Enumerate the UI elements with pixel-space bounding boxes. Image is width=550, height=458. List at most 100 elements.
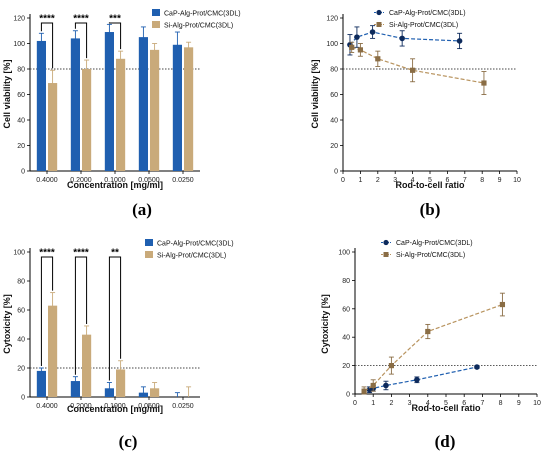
y-tick-label: 20: [330, 143, 338, 150]
y-tick-label: 60: [330, 92, 338, 99]
y-tick-label: 20: [342, 363, 350, 370]
y-tick-label: 60: [17, 92, 25, 99]
x-tick-label: 7: [463, 177, 467, 184]
y-axis-title: Cytoxicity [%]: [2, 294, 12, 354]
y-tick-label: 80: [17, 279, 25, 286]
y-tick-label: 120: [13, 16, 25, 23]
x-axis-title: Rod-to-cell ratio: [412, 403, 482, 413]
significance-label: ***: [109, 14, 121, 25]
bar-sialg-2: [116, 58, 126, 171]
legend-marker-sialg: [376, 22, 382, 27]
x-tick-label: 6: [462, 400, 466, 407]
y-axis-title: Cell viability [%]: [310, 59, 320, 128]
x-tick-label: 0.2000: [70, 177, 92, 184]
significance-label: ****: [73, 248, 89, 259]
bar-capalg-1: [70, 381, 80, 397]
x-axis-title: Concentration [mg/ml]: [67, 404, 163, 414]
y-tick-label: 20: [17, 143, 25, 150]
legend-label-capalg: CaP-Alg-Prot/CMC(3DL): [396, 240, 473, 247]
y-tick-label: 60: [342, 306, 350, 313]
point-capalg-3: [414, 377, 420, 383]
series-line-sialg: [351, 46, 485, 84]
point-capalg-1: [354, 34, 360, 40]
x-tick-label: 1: [371, 400, 375, 407]
x-tick-label: 7: [480, 400, 484, 407]
x-tick-label: 3: [408, 400, 412, 407]
y-tick-label: 40: [17, 118, 25, 125]
y-tick-label: 100: [13, 41, 25, 48]
point-sialg-4: [481, 80, 487, 86]
bar-capalg-0: [36, 370, 46, 397]
x-tick-label: 0.4000: [36, 403, 58, 410]
x-tick-label: 8: [480, 177, 484, 184]
bar-capalg-0: [36, 40, 46, 172]
legend-label-sialg: Si-Alg-Prot/CMC(3DL): [396, 252, 465, 259]
legend-marker-capalg: [376, 9, 382, 16]
y-tick-label: 100: [13, 250, 25, 257]
panel-label: (c): [119, 432, 138, 451]
x-tick-label: 0: [341, 177, 345, 184]
panel-b-cell-viability-line-chart: 0 20 40 60 80 100 120 0 1 2 3 4 5 6 7 8 9 10 CaP-Alg-Prot/…: [310, 9, 521, 219]
y-tick-label: 100: [326, 41, 338, 48]
y-axis-title: Cell viability [%]: [2, 59, 12, 128]
y-tick-label: 0: [21, 169, 25, 176]
bar-capalg-4: [172, 44, 182, 171]
x-axis-title: Rod-to-cell ratio: [396, 180, 466, 190]
x-tick-label: 0.0250: [172, 177, 194, 184]
y-tick-label: 20: [17, 366, 25, 373]
significance-label: ****: [39, 248, 55, 259]
panel-label: (a): [132, 200, 152, 219]
x-tick-label: 10: [533, 400, 541, 407]
significance-bracket: [74, 22, 88, 59]
y-tick-label: 100: [338, 250, 350, 257]
significance-label: **: [111, 248, 119, 259]
x-tick-label: 9: [517, 400, 521, 407]
significance-bracket: [108, 256, 122, 381]
bar-sialg-0: [48, 305, 58, 397]
panel-d-cytotoxicity-line-chart: 0 20 40 60 80 100 0 1 2 3 4 5 6 7 8 9 10 CaP-Alg-Prot/CMC…: [320, 239, 541, 451]
point-capalg-2: [383, 382, 389, 389]
point-sialg-1: [370, 382, 376, 389]
point-capalg-2: [369, 29, 376, 35]
significance-bracket: [40, 22, 54, 69]
legend-swatch-capalg: [145, 239, 153, 246]
bar-sialg-3: [150, 49, 160, 171]
legend-label-capalg: CaP-Alg-Prot/CMC(3DL): [389, 10, 466, 17]
x-tick-label: 3: [393, 177, 397, 184]
x-tick-label: 9: [498, 177, 502, 184]
y-tick-label: 40: [330, 118, 338, 125]
x-tick-label: 6: [445, 177, 449, 184]
point-capalg-4: [456, 38, 463, 44]
legend-swatch-sialg: [145, 251, 153, 258]
x-tick-label: 0.4000: [36, 177, 58, 184]
bar-capalg-2: [104, 32, 114, 172]
significance-bracket: [74, 256, 88, 375]
x-tick-label: 2: [389, 400, 393, 407]
bar-sialg-1: [82, 69, 92, 171]
x-tick-label: 0.0500: [138, 403, 160, 410]
legend-label-sialg: Si-Alg-Prot/CMC(3DL): [164, 23, 233, 30]
x-tick-label: 0.0500: [138, 177, 160, 184]
point-sialg-2: [375, 56, 381, 62]
bar-sialg-1: [82, 334, 92, 397]
point-capalg-3: [399, 35, 405, 42]
legend-swatch-sialg: [152, 21, 160, 28]
x-tick-label: 8: [499, 400, 503, 407]
y-axis-title: Cytoxicity [%]: [320, 294, 330, 354]
x-tick-label: 5: [428, 177, 432, 184]
x-tick-label: 1: [358, 177, 362, 184]
point-sialg-3: [425, 328, 431, 335]
legend-label-capalg: CaP-Alg-Prot/CMC(3DL): [157, 241, 234, 248]
x-tick-label: 4: [426, 400, 430, 407]
point-sialg-0: [361, 388, 367, 394]
panel-label: (d): [435, 432, 456, 451]
significance-label: ****: [39, 14, 55, 25]
y-tick-label: 80: [330, 67, 338, 74]
bar-sialg-4: [184, 47, 194, 172]
bar-sialg-0: [48, 83, 58, 171]
x-tick-label: 2: [376, 177, 380, 184]
bar-capalg-3: [138, 37, 148, 171]
point-sialg-4: [499, 301, 506, 308]
significance-label: ****: [73, 14, 89, 25]
